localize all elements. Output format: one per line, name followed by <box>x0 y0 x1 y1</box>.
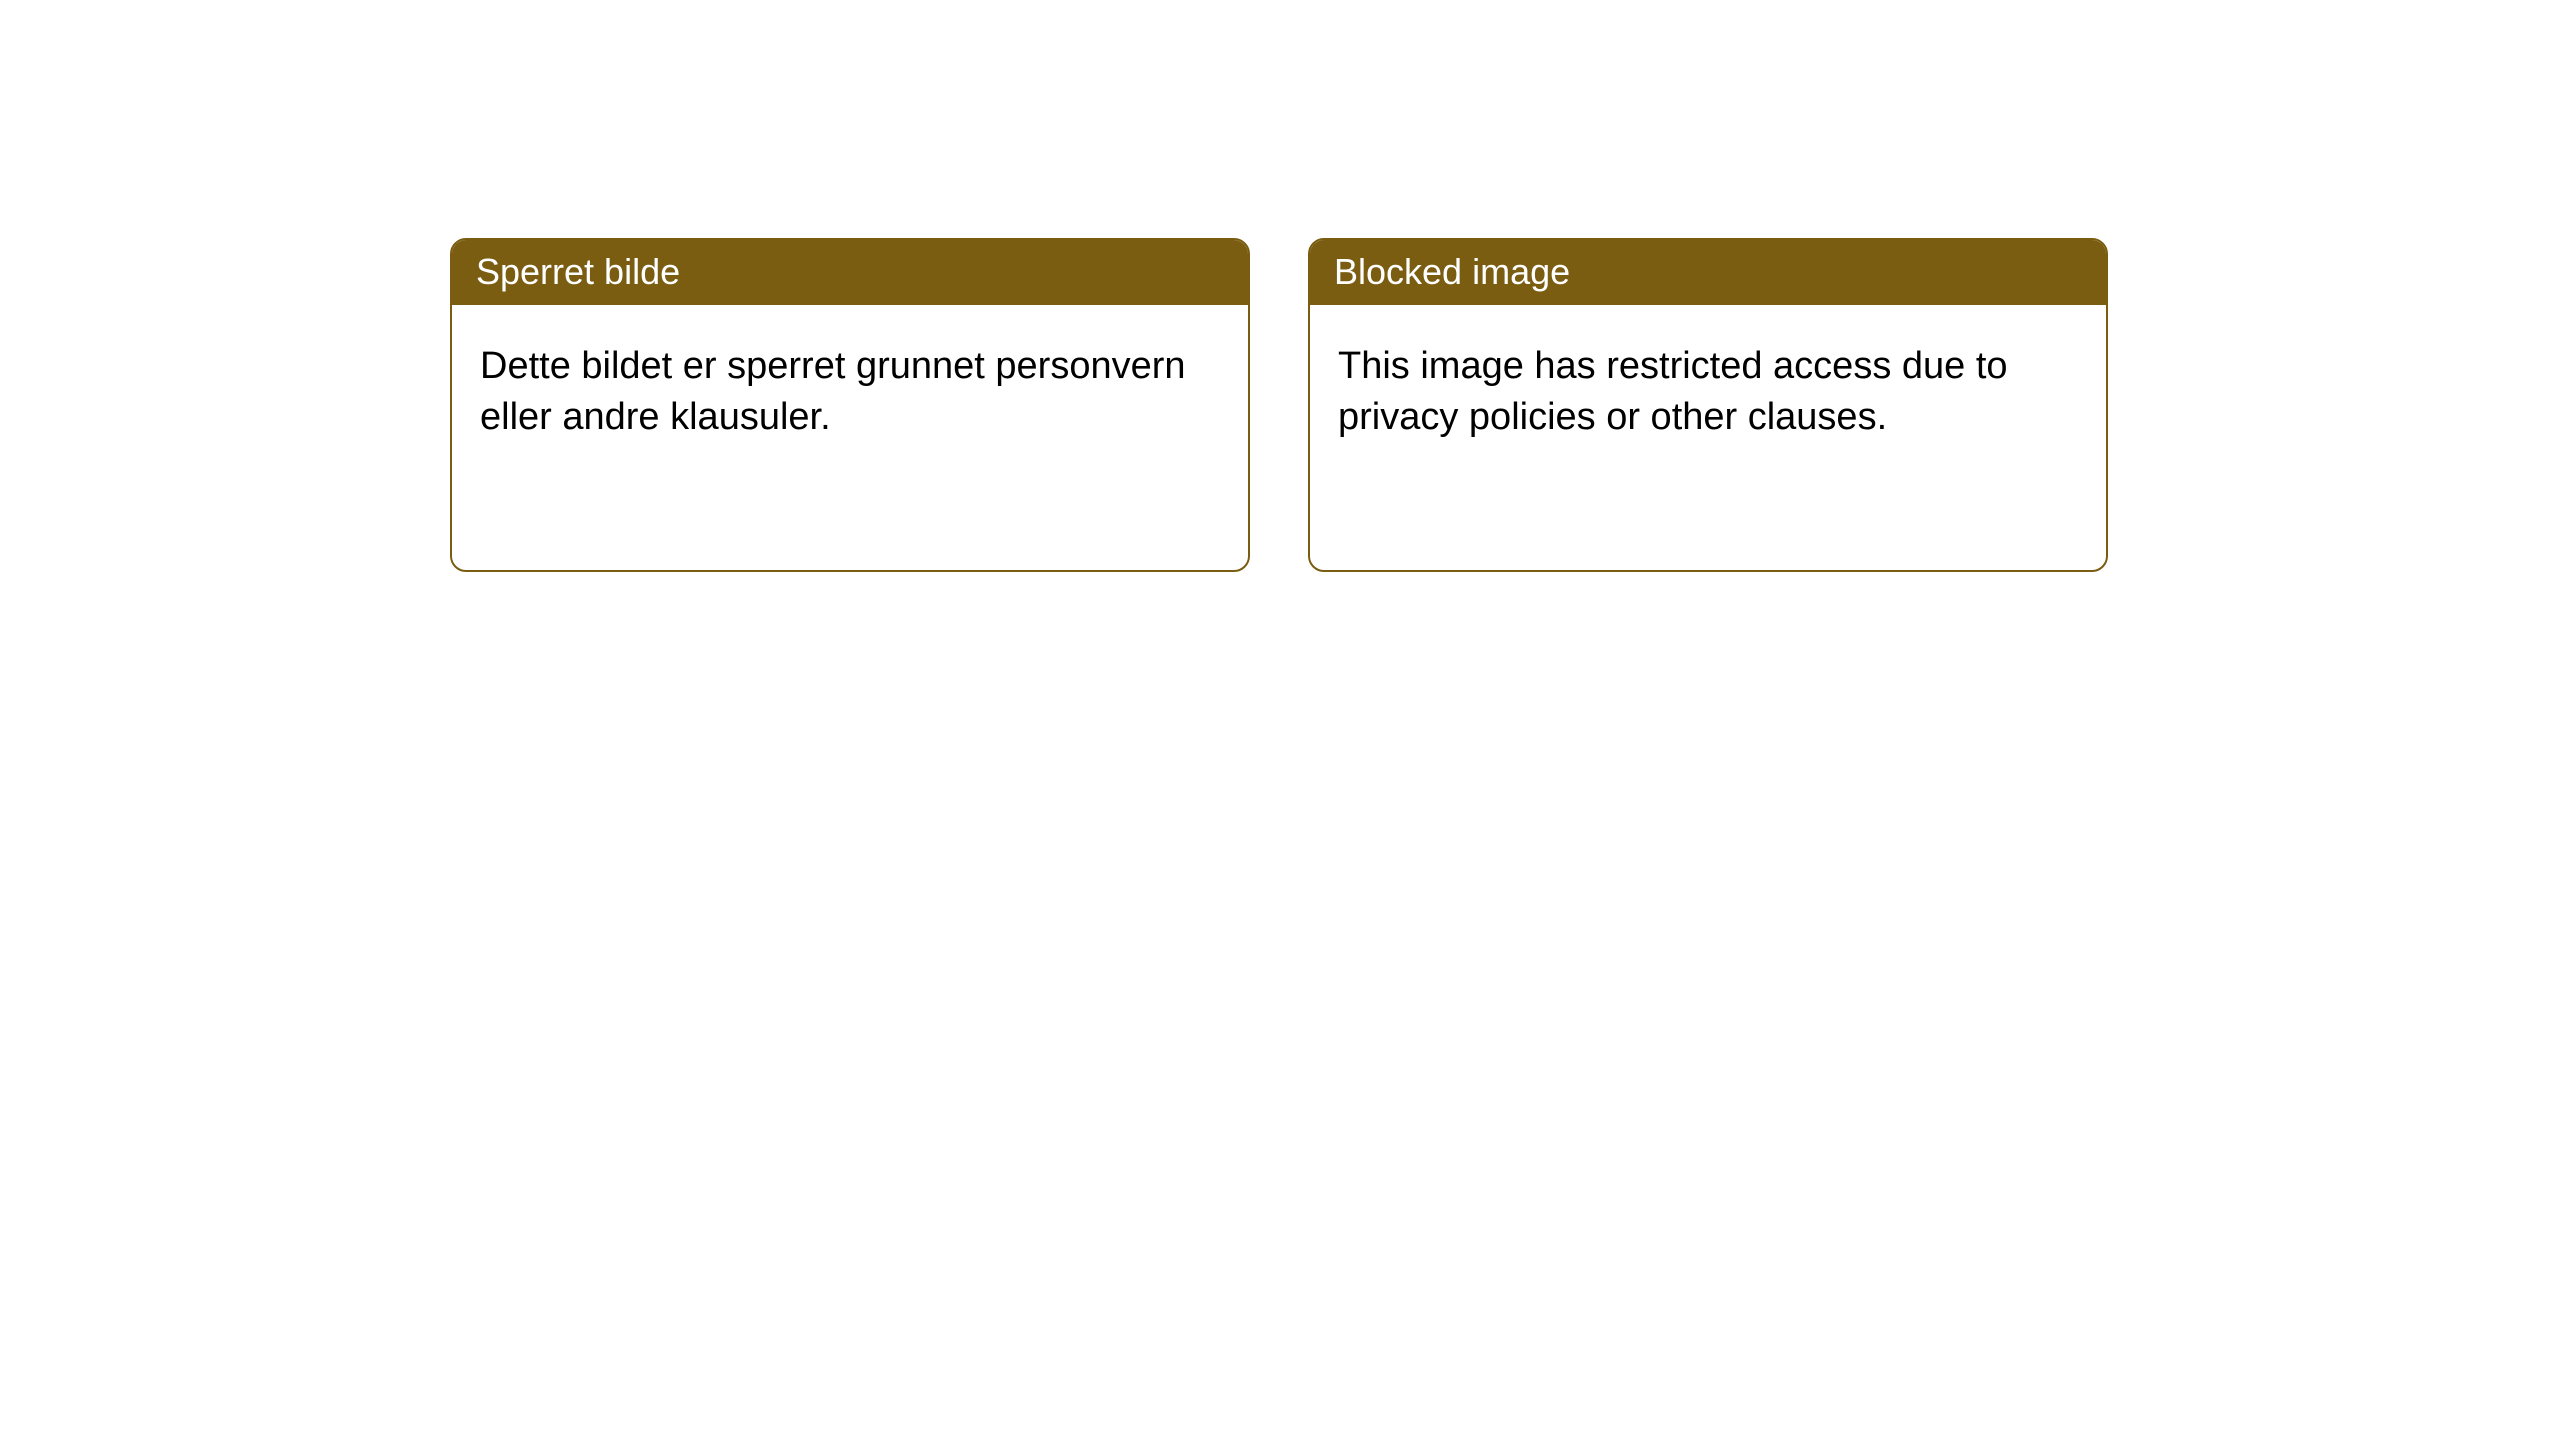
blocked-image-card-english: Blocked image This image has restricted … <box>1308 238 2108 572</box>
notice-cards-container: Sperret bilde Dette bildet er sperret gr… <box>0 0 2560 572</box>
blocked-image-card-norwegian: Sperret bilde Dette bildet er sperret gr… <box>450 238 1250 572</box>
card-body-english: This image has restricted access due to … <box>1310 305 2106 471</box>
card-title-english: Blocked image <box>1310 240 2106 305</box>
card-body-norwegian: Dette bildet er sperret grunnet personve… <box>452 305 1248 471</box>
card-title-norwegian: Sperret bilde <box>452 240 1248 305</box>
